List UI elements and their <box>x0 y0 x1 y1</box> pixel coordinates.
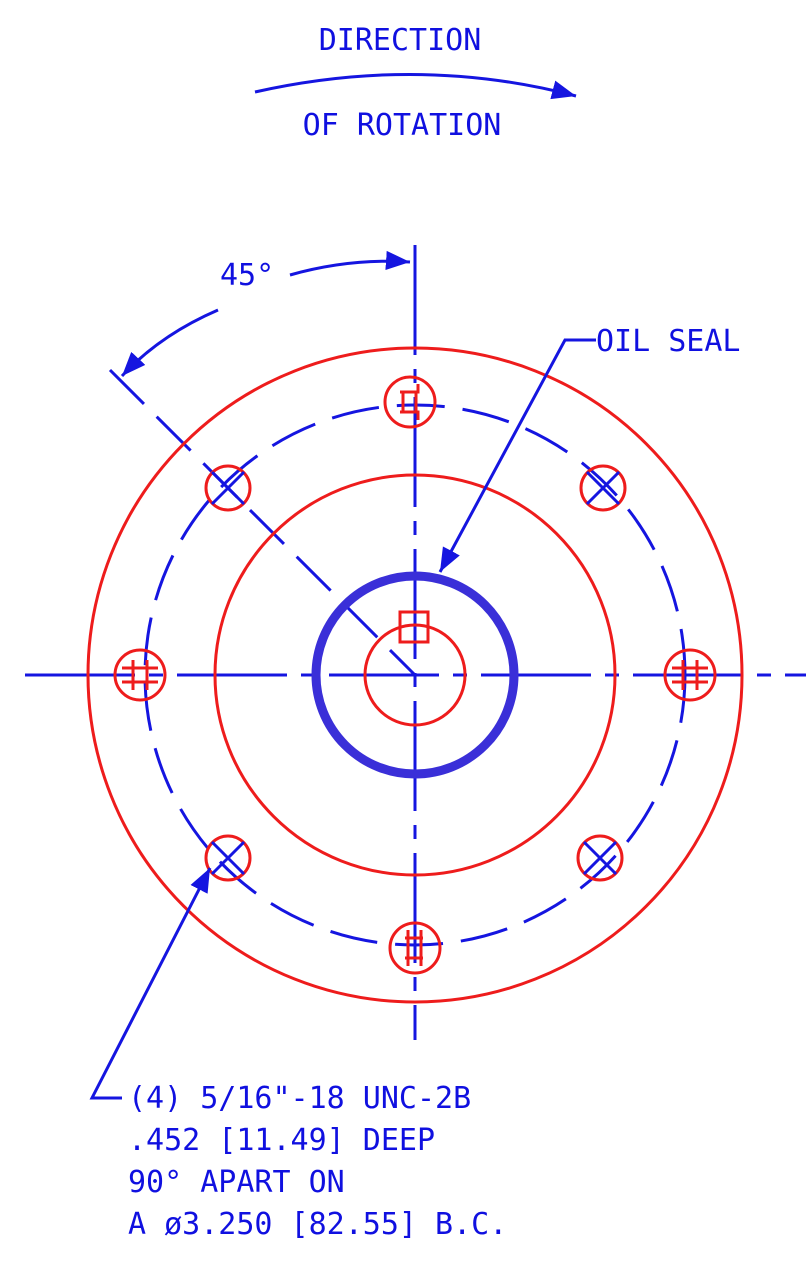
label: 45° <box>220 258 274 293</box>
dimension-arc <box>120 308 219 378</box>
label: DIRECTION <box>319 23 482 58</box>
key <box>398 610 430 644</box>
x-holes <box>204 464 627 882</box>
dimension-arc <box>289 250 411 277</box>
note-line: 90° APART ON <box>128 1165 345 1200</box>
leader <box>438 338 596 573</box>
outer-circle <box>86 346 744 1004</box>
note-line: (4) 5/16"-18 UNC-2B <box>128 1081 471 1116</box>
angle-line <box>108 368 417 677</box>
label: OF ROTATION <box>303 108 502 143</box>
note-line: A ø3.250 [82.55] B.C. <box>128 1207 507 1242</box>
note-line: .452 [11.49] DEEP <box>128 1123 435 1158</box>
rotation-arrow <box>254 72 577 100</box>
threaded-holes <box>113 375 717 975</box>
inner-circle <box>213 473 617 877</box>
shaft <box>363 623 467 727</box>
leader <box>89 867 212 1100</box>
label: OIL SEAL <box>596 324 741 359</box>
oil-seal <box>311 571 519 779</box>
